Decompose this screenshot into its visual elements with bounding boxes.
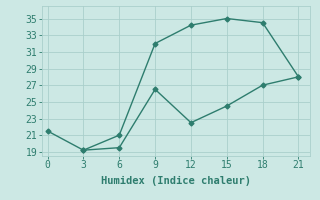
X-axis label: Humidex (Indice chaleur): Humidex (Indice chaleur) [101, 176, 251, 186]
